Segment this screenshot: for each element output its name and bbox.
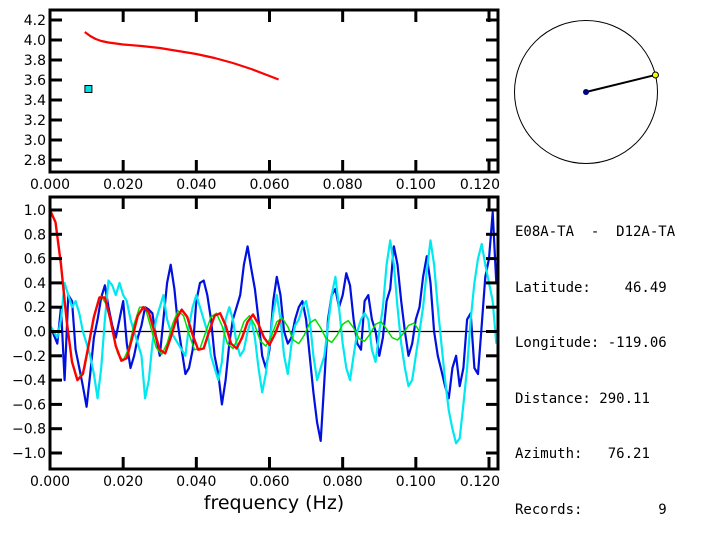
y-tick-label: 4.2 [24, 13, 46, 29]
y-tick-label: 1.0 [24, 203, 46, 219]
info-pad [591, 280, 625, 296]
dispersion-plot-frame [48, 8, 500, 174]
series-observed-fit [50, 209, 282, 382]
info-value: 290.11 [599, 390, 650, 407]
y-tick-label: 3.0 [24, 133, 46, 149]
info-row-longitude: Longitude: -119.06 [515, 334, 675, 353]
y-tick-label: 2.8 [24, 153, 46, 169]
x-tick-label: 0.080 [323, 474, 363, 490]
info-label: Records: [515, 501, 583, 518]
dispersion-series-group [84, 31, 279, 93]
point-measurement [84, 85, 93, 93]
y-tick-label: 3.8 [24, 53, 46, 69]
station-info-panel: E08A-TA - D12A-TA Latitude: 46.49 Longit… [515, 186, 675, 538]
x-tick-label: 0.040 [176, 474, 216, 490]
azimuth-ray [585, 73, 656, 93]
x-tick-label: 0.040 [176, 177, 216, 193]
x-tick-label: 0.060 [249, 177, 289, 193]
x-tick-label: 0.100 [396, 177, 436, 193]
x-tick-label: 0.000 [30, 474, 70, 490]
azimuth-circle [514, 20, 658, 164]
dispersion-plot: 0.000 0.020 0.040 0.060 0.080 0.100 0.120 4.2 4.… [24, 8, 500, 193]
x-tick-label: 0.100 [396, 474, 436, 490]
y-tick-label: 0.2 [24, 300, 46, 316]
y-tick-label: 4.0 [24, 33, 46, 49]
x-tick-label: 0.120 [460, 177, 500, 193]
chart-canvas: 0.000 0.020 0.040 0.060 0.080 0.100 0.120 4.2 4.… [12, 8, 659, 514]
y-tick-label: 3.2 [24, 113, 46, 129]
y-tick-label: −1.0 [12, 446, 46, 462]
info-value: 9 [658, 501, 667, 518]
info-pad [582, 446, 607, 462]
x-tick-label: 0.080 [323, 177, 363, 193]
series-dispersion-curve [84, 31, 279, 81]
info-row-latitude: Latitude: 46.49 [515, 279, 675, 298]
y-tick-label: −0.6 [12, 397, 46, 413]
info-pad [599, 335, 607, 351]
info-label: Azimuth: [515, 446, 583, 462]
info-label: Distance: [515, 390, 591, 407]
correlation-series-group [50, 209, 498, 445]
correlation-ticks: 0.000 0.020 0.040 0.060 0.080 0.100 0.120 1.0 0.… [12, 197, 500, 490]
center-station-marker [583, 89, 589, 95]
correlation-plot: 0.000 0.020 0.040 0.060 0.080 0.100 0.120 1.0 0.… [12, 195, 500, 514]
y-tick-label: 0.6 [24, 252, 46, 268]
x-tick-label: 0.020 [103, 177, 143, 193]
info-value: 76.21 [607, 446, 650, 462]
y-tick-label: −0.2 [12, 349, 46, 365]
info-value: 46.49 [624, 279, 667, 296]
info-row-azimuth: Azimuth: 76.21 [515, 445, 675, 464]
dispersion-ticks: 0.000 0.020 0.040 0.060 0.080 0.100 0.120 4.2 4.… [24, 10, 500, 193]
x-tick-label: 0.000 [30, 177, 70, 193]
x-tick-label: 0.060 [249, 474, 289, 490]
series-real-part [50, 211, 498, 442]
series-clip-area [50, 209, 498, 445]
y-tick-label: 3.4 [24, 93, 46, 109]
y-tick-label: 0.4 [24, 276, 46, 292]
series-cross-spectrum [50, 239, 498, 445]
edge-station-marker [651, 71, 659, 79]
y-tick-label: 0.0 [24, 325, 46, 341]
series-clip-area [84, 31, 279, 93]
x-tick-label: 0.120 [460, 474, 500, 490]
info-row-distance: Distance: 290.11 [515, 390, 675, 409]
info-label: Latitude: [515, 279, 591, 296]
y-tick-label: −0.4 [12, 373, 46, 389]
station-pair-title: E08A-TA - D12A-TA [515, 224, 676, 240]
x-axis-label: frequency (Hz) [204, 492, 344, 514]
info-row-records: Records: 9 [515, 501, 675, 520]
y-tick-label: 3.6 [24, 73, 46, 89]
y-tick-label: −0.8 [12, 422, 46, 438]
azimuth-diagram [514, 20, 659, 164]
x-tick-label: 0.020 [103, 474, 143, 490]
info-pad [582, 502, 658, 518]
y-tick-label: 0.8 [24, 227, 46, 243]
info-value: -119.06 [607, 335, 667, 351]
info-label: Longitude: [515, 335, 600, 351]
